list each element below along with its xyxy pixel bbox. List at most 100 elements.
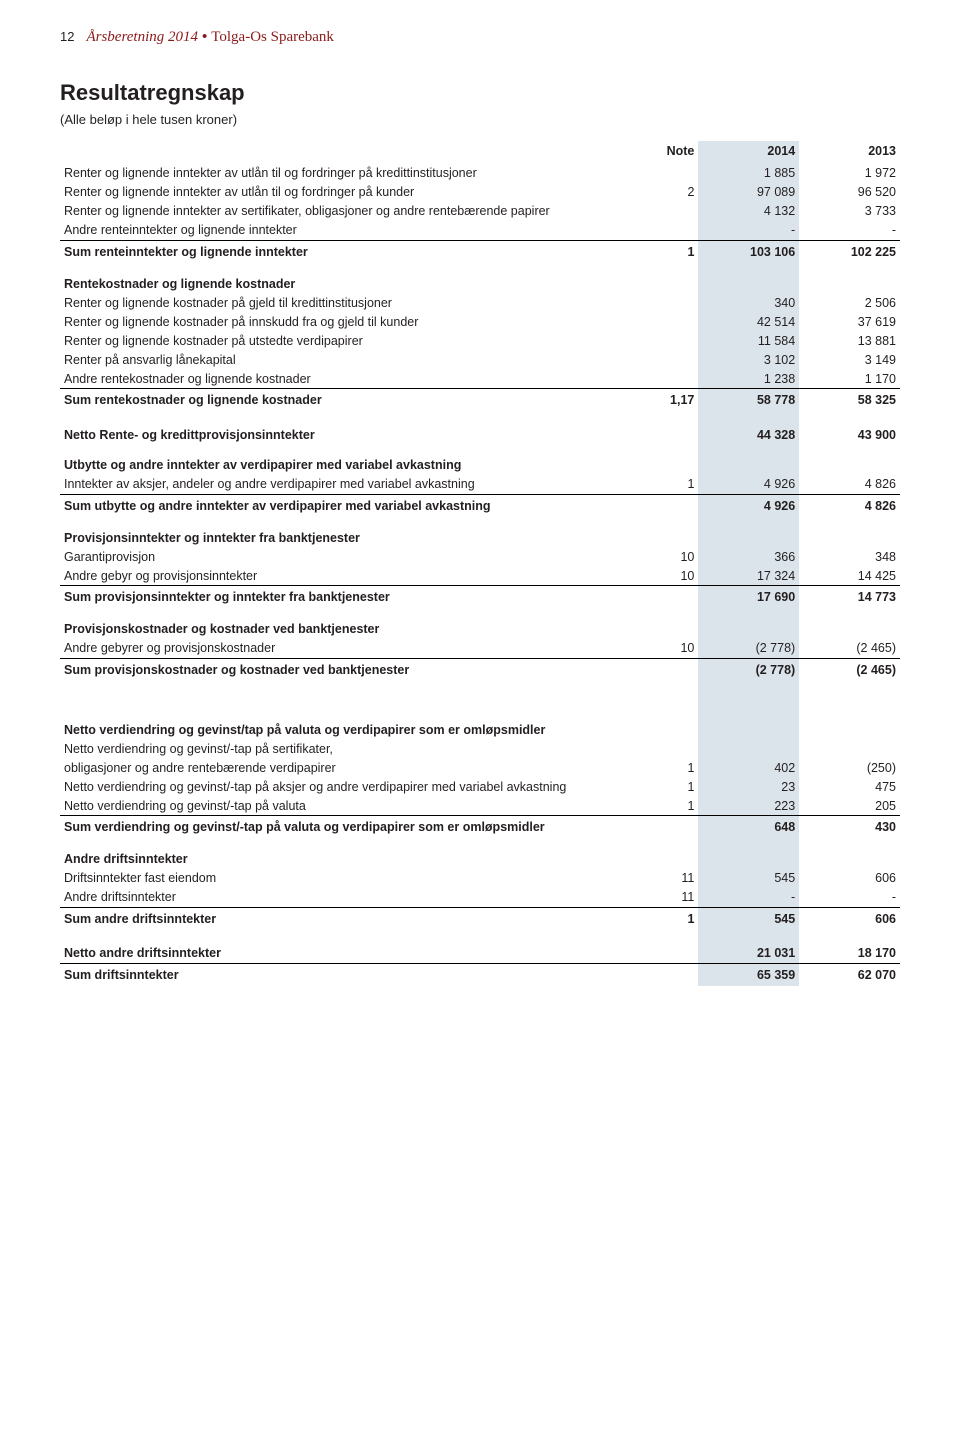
table-row: Provisjonsinntekter og inntekter fra ban… xyxy=(60,517,900,548)
row-value-2013: 96 520 xyxy=(799,183,900,202)
row-value-2014: 17 690 xyxy=(698,586,799,609)
row-value-2014 xyxy=(698,739,799,758)
section-heading: Andre driftsinntekter xyxy=(60,838,648,869)
row-label: Inntekter av aksjer, andeler og andre ve… xyxy=(60,475,648,495)
row-value-2013: 2 506 xyxy=(799,293,900,312)
document-subtitle: (Alle beløp i hele tusen kroner) xyxy=(60,112,900,127)
row-note: 1,17 xyxy=(648,389,698,412)
row-label: obligasjoner og andre rentebærende verdi… xyxy=(60,758,648,777)
row-note: 10 xyxy=(648,639,698,659)
table-body: Renter og lignende inntekter av utlån ti… xyxy=(60,164,900,986)
row-value-2013: 13 881 xyxy=(799,331,900,350)
row-value-2014: 340 xyxy=(698,293,799,312)
row-label: Renter og lignende kostnader på utstedte… xyxy=(60,331,648,350)
row-label: Renter og lignende kostnader på gjeld ti… xyxy=(60,293,648,312)
row-value-2013: - xyxy=(799,221,900,241)
row-label: Sum provisjonskostnader og kostnader ved… xyxy=(60,658,648,681)
table-row: Andre renteinntekter og lignende inntekt… xyxy=(60,221,900,241)
row-value-2014: 4 926 xyxy=(698,494,799,517)
section-heading: Provisjonskostnader og kostnader ved ban… xyxy=(60,608,648,639)
row-value-2013: 1 170 xyxy=(799,369,900,389)
table-row: Provisjonskostnader og kostnader ved ban… xyxy=(60,608,900,639)
col-header-label xyxy=(60,141,648,164)
row-label: Sum rentekostnader og lignende kostnader xyxy=(60,389,648,412)
section-heading: Rentekostnader og lignende kostnader xyxy=(60,263,648,294)
row-value-2013: 18 170 xyxy=(799,944,900,964)
row-value-2014: 97 089 xyxy=(698,183,799,202)
income-statement-table: Note 2014 2013 Renter og lignende inntek… xyxy=(60,141,900,986)
table-row: Andre driftsinntekter11-- xyxy=(60,888,900,908)
table-row: Sum utbytte og andre inntekter av verdip… xyxy=(60,494,900,517)
table-row: Andre gebyr og provisjonsinntekter1017 3… xyxy=(60,566,900,586)
row-note: 1 xyxy=(648,475,698,495)
table-row: Renter og lignende kostnader på utstedte… xyxy=(60,331,900,350)
row-value-2014: 42 514 xyxy=(698,312,799,331)
table-row: obligasjoner og andre rentebærende verdi… xyxy=(60,758,900,777)
row-label: Netto Rente- og kredittprovisjonsinntekt… xyxy=(60,425,648,444)
row-note: 11 xyxy=(648,888,698,908)
row-note xyxy=(648,944,698,964)
table-row: Sum provisjonskostnader og kostnader ved… xyxy=(60,658,900,681)
row-value-2013: 102 225 xyxy=(799,240,900,263)
row-note: 1 xyxy=(648,240,698,263)
table-row: Rentekostnader og lignende kostnader xyxy=(60,263,900,294)
row-note: 10 xyxy=(648,566,698,586)
page-container: 12 Årsberetning 2014 • Tolga-Os Spareban… xyxy=(0,0,960,1026)
header-separator-icon: • xyxy=(202,28,207,45)
row-value-2014: 17 324 xyxy=(698,566,799,586)
row-label: Sum renteinntekter og lignende inntekter xyxy=(60,240,648,263)
row-note: 10 xyxy=(648,547,698,566)
table-row: Andre driftsinntekter xyxy=(60,838,900,869)
table-row: Sum driftsinntekter65 35962 070 xyxy=(60,963,900,986)
table-row: Renter og lignende inntekter av utlån ti… xyxy=(60,164,900,183)
row-label: Sum andre driftsinntekter xyxy=(60,907,648,930)
row-value-2013: 205 xyxy=(799,796,900,816)
row-value-2014: 648 xyxy=(698,816,799,839)
row-note: 1 xyxy=(648,777,698,796)
table-row xyxy=(60,681,900,709)
row-value-2014: 11 584 xyxy=(698,331,799,350)
row-value-2013: 1 972 xyxy=(799,164,900,183)
table-row: Renter og lignende kostnader på innskudd… xyxy=(60,312,900,331)
table-row xyxy=(60,411,900,425)
row-value-2014: (2 778) xyxy=(698,658,799,681)
row-value-2013: 37 619 xyxy=(799,312,900,331)
page-header: 12 Årsberetning 2014 • Tolga-Os Spareban… xyxy=(60,28,900,46)
row-value-2013: 4 826 xyxy=(799,475,900,495)
table-row: Inntekter av aksjer, andeler og andre ve… xyxy=(60,475,900,495)
row-label: Driftsinntekter fast eiendom xyxy=(60,869,648,888)
row-label: Renter og lignende inntekter av utlån ti… xyxy=(60,183,648,202)
row-label: Renter på ansvarlig lånekapital xyxy=(60,350,648,369)
row-value-2013: (250) xyxy=(799,758,900,777)
row-note xyxy=(648,963,698,986)
section-heading: Netto verdiendring og gevinst/tap på val… xyxy=(60,709,648,740)
row-note xyxy=(648,164,698,183)
row-value-2013: 14 773 xyxy=(799,586,900,609)
row-value-2014: 1 885 xyxy=(698,164,799,183)
row-value-2014: (2 778) xyxy=(698,639,799,659)
row-note xyxy=(648,331,698,350)
row-note xyxy=(648,658,698,681)
table-row: Renter og lignende inntekter av sertifik… xyxy=(60,202,900,221)
document-title: Resultatregnskap xyxy=(60,80,900,106)
col-header-year2: 2013 xyxy=(799,141,900,164)
row-value-2014: 545 xyxy=(698,907,799,930)
row-note xyxy=(648,312,698,331)
section-heading: Provisjonsinntekter og inntekter fra ban… xyxy=(60,517,648,548)
row-value-2014: 21 031 xyxy=(698,944,799,964)
row-value-2014: - xyxy=(698,221,799,241)
page-number: 12 xyxy=(60,29,74,44)
col-header-year1: 2014 xyxy=(698,141,799,164)
row-value-2014: 223 xyxy=(698,796,799,816)
row-value-2013: 3 733 xyxy=(799,202,900,221)
row-label: Andre gebyr og provisjonsinntekter xyxy=(60,566,648,586)
table-row: Sum andre driftsinntekter1545606 xyxy=(60,907,900,930)
row-label: Sum utbytte og andre inntekter av verdip… xyxy=(60,494,648,517)
table-row: Netto verdiendring og gevinst/-tap på ak… xyxy=(60,777,900,796)
row-label: Sum verdiendring og gevinst/-tap på valu… xyxy=(60,816,648,839)
table-row: Netto verdiendring og gevinst/-tap på se… xyxy=(60,739,900,758)
row-value-2014: 23 xyxy=(698,777,799,796)
row-value-2013: 43 900 xyxy=(799,425,900,444)
row-value-2013: 4 826 xyxy=(799,494,900,517)
report-label: Årsberetning 2014 xyxy=(86,29,198,46)
